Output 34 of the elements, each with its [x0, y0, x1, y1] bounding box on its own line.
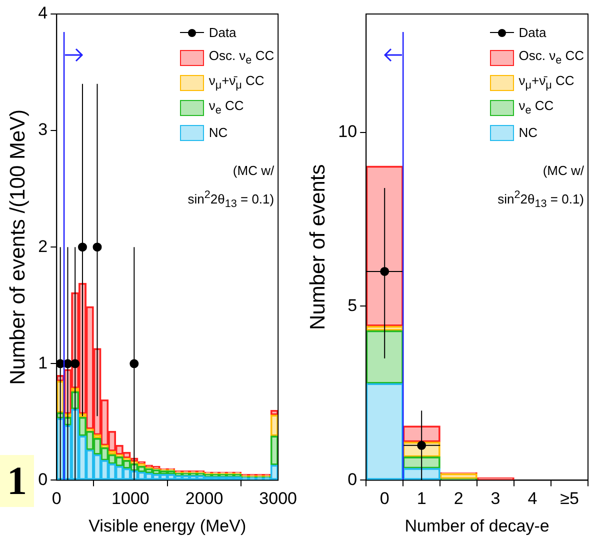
x-tick-label: 2000 — [185, 489, 224, 508]
legend-label: ν$_{μ}$+ν̄$_{μ}$ CC — [518, 73, 574, 92]
y-tick-label: 5 — [348, 296, 358, 315]
y-tick-label: 0 — [348, 470, 358, 489]
x-tick-label: 1 — [416, 489, 426, 508]
x-tick-label: 2 — [454, 489, 464, 508]
x-tick-label: 4 — [528, 489, 538, 508]
y-tick-label: 3 — [38, 120, 48, 140]
y-tick-label: 1 — [38, 353, 48, 372]
x-tick-label: 0 — [52, 489, 62, 508]
y-tick-label: 2 — [38, 236, 48, 256]
x-tick-label: 3000 — [259, 489, 298, 508]
legend-label: ν$_{e}$ CC — [208, 98, 244, 117]
y-axis-title: Number of events /(100 MeV) — [6, 109, 30, 385]
text: (MC w/ sin$^{2}$2θ$_{13}$ = 0.1) — [188, 163, 274, 210]
x-tick-label: 1000 — [112, 489, 150, 508]
legend-label: Data — [208, 25, 236, 40]
legend-label: NC — [208, 125, 228, 140]
legend-label: ν$_{e}$ CC — [518, 98, 554, 117]
x-axis-title: Number of decay-e — [404, 516, 550, 536]
x-tick-label: 3 — [490, 489, 500, 508]
legend-label: ν$_{μ}$+ν̄$_{μ}$ CC — [208, 73, 264, 92]
y-tick-label: 10 — [338, 122, 358, 141]
x-axis-title: Visible energy (MeV) — [88, 516, 246, 536]
legend-label: Osc. ν$_{e}$ CC — [518, 48, 584, 67]
y-tick-label: 0 — [38, 470, 48, 489]
text: (MC w/ sin$^{2}$2θ$_{13}$ = 0.1) — [498, 163, 584, 210]
x-tick-label: 0 — [380, 489, 390, 508]
legend-label: Osc. ν$_{e}$ CC — [208, 48, 274, 67]
y-axis-title: Number of events — [306, 164, 330, 330]
x-tick-label: ≥5 — [560, 489, 579, 508]
y-tick-label: 4 — [38, 4, 48, 23]
legend-label: NC — [518, 125, 538, 140]
legend-label: Data — [518, 25, 546, 40]
